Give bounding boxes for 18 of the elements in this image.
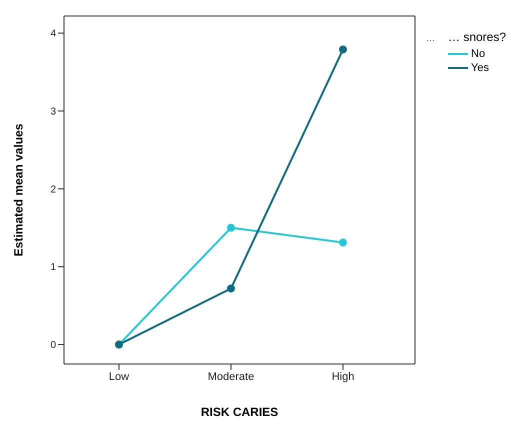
x-tick-label: Low: [108, 370, 130, 383]
point: [339, 45, 347, 54]
point: [227, 224, 235, 232]
x-axis-title: RISK CARIES: [200, 405, 278, 419]
point: [339, 238, 347, 247]
y-tick-label: 2: [50, 184, 56, 196]
text: …: [426, 33, 435, 43]
y-tick-label: 3: [50, 106, 56, 118]
y-tick-label: 1: [50, 262, 56, 274]
point: [227, 284, 235, 292]
y-axis-title: Estimated mean values: [11, 123, 26, 256]
y-tick-label: 0: [50, 340, 56, 352]
legend-label: No: [471, 48, 486, 60]
y-tick-label: 4: [50, 28, 56, 40]
x-tick-label: Moderate: [208, 370, 254, 383]
x-tick-label: High: [332, 370, 354, 383]
legend-title: … snores?: [448, 30, 506, 44]
legend-label: Yes: [471, 62, 489, 74]
